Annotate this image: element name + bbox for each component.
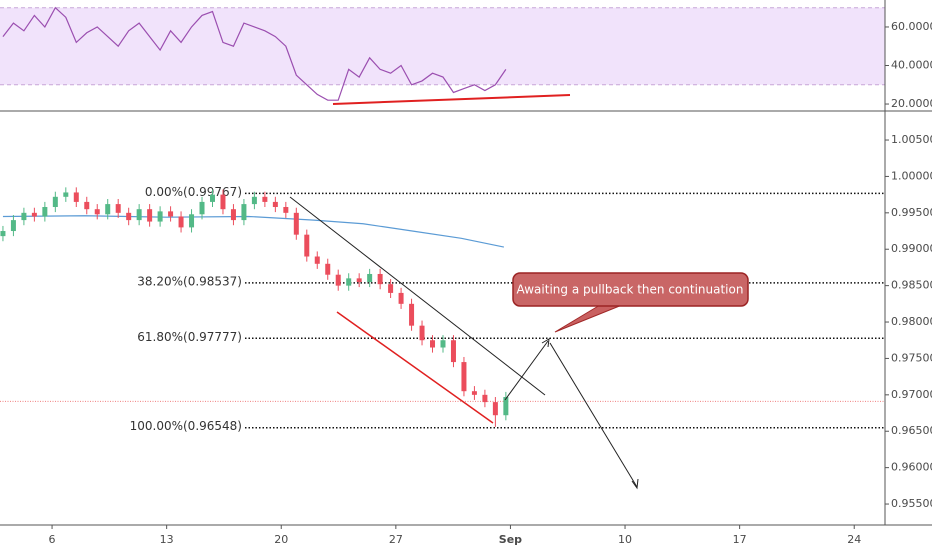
candle-body (241, 204, 247, 221)
candle-body (220, 194, 226, 210)
candle-body (377, 273, 383, 285)
candle-body (94, 209, 100, 215)
candle-body (126, 212, 132, 221)
candle-body (471, 391, 477, 395)
candle-body (450, 340, 456, 363)
y-tick-label: 60.0000 (891, 20, 932, 33)
candle-body (84, 201, 90, 210)
x-tick-label: Sep (499, 533, 522, 546)
candle-body (283, 207, 289, 213)
rsi-band (0, 7, 885, 85)
candle-body (325, 263, 331, 275)
x-tick-label: 10 (618, 533, 632, 546)
y-tick-label: 40.0000 (891, 58, 932, 71)
y-tick-label: 0.96000 (891, 461, 932, 474)
candle-body (482, 394, 488, 403)
candle-body (168, 211, 174, 217)
candle-body (293, 212, 299, 235)
candle-body (314, 256, 320, 264)
candle-body (52, 196, 58, 208)
y-tick-label: 20.0000 (891, 97, 932, 110)
candle-body (136, 209, 142, 221)
candle-body (199, 201, 205, 215)
candle-body (503, 397, 509, 416)
x-tick-label: 27 (389, 533, 403, 546)
trend-line (289, 196, 546, 396)
candle-body (388, 284, 394, 293)
candle-body (440, 340, 446, 348)
candle-body (251, 196, 257, 205)
candle-body (346, 278, 352, 286)
trend-line (336, 311, 494, 424)
candle-body (21, 212, 27, 221)
candle-body (461, 362, 467, 392)
rsi-line (2, 6, 507, 101)
callout-box (512, 272, 749, 307)
candle-body (73, 192, 79, 202)
candle-body (367, 273, 373, 282)
drawings: Awaiting a pullback then continuation (289, 94, 749, 490)
y-tick-label: 0.97000 (891, 388, 932, 401)
y-tick-label: 0.98000 (891, 315, 932, 328)
x-tick-label: 17 (733, 533, 747, 546)
candle-body (157, 211, 163, 222)
y-tick-label: 0.99000 (891, 242, 932, 255)
candle-body (115, 204, 121, 213)
fib-label: 38.20%(0.98537) (137, 274, 242, 288)
rsi-pane: 20.0000 40.0000 60.0000 (0, 6, 932, 110)
candle-body (398, 292, 404, 304)
rsi-trend-line (332, 94, 571, 105)
candle-body (272, 201, 278, 208)
callout-text: Awaiting a pullback then continuation (517, 283, 744, 297)
candle-body (209, 194, 215, 202)
arrow-head (541, 338, 550, 348)
candle-body (492, 402, 498, 416)
y-tick-label: 0.97500 (891, 351, 932, 364)
arrow-head (631, 478, 639, 490)
candle-body (147, 209, 153, 222)
y-tick-label: 0.98500 (891, 279, 932, 292)
x-tick-label: 13 (160, 533, 174, 546)
y-tick-label: 1.00500 (891, 133, 932, 146)
candle-body (409, 303, 415, 326)
x-tick-label: 20 (274, 533, 288, 546)
candle-body (178, 216, 184, 228)
fib-label: 61.80%(0.97777) (137, 330, 242, 344)
candle-body (42, 207, 48, 217)
candle-body (105, 204, 111, 215)
arrow (549, 342, 638, 488)
y-tick-label: 0.99500 (891, 206, 932, 219)
candle-body (304, 234, 310, 257)
candle-body (335, 274, 341, 286)
moving-average (2, 215, 505, 248)
price-pane: 0.95500 0.96000 0.96500 0.97000 0.97500 0.980… (0, 133, 932, 546)
fib-label: 100.00%(0.96548) (130, 419, 242, 433)
candle-body (356, 278, 362, 282)
candle-body (31, 212, 37, 217)
fib-label: 0.00%(0.99767) (145, 185, 242, 199)
y-tick-label: 1.00000 (891, 169, 932, 182)
candle-body (430, 340, 436, 348)
candle-body (419, 325, 425, 341)
candle-body (10, 220, 16, 232)
candle-body (63, 192, 69, 197)
candle-body (262, 196, 268, 202)
y-tick-label: 0.95500 (891, 497, 932, 510)
candle-body (230, 209, 236, 221)
candle-body (189, 214, 195, 228)
arrow (504, 340, 549, 401)
x-tick-label: 24 (847, 533, 861, 546)
x-tick-label: 6 (49, 533, 56, 546)
candle-body (0, 231, 6, 237)
y-tick-label: 0.96500 (891, 424, 932, 437)
